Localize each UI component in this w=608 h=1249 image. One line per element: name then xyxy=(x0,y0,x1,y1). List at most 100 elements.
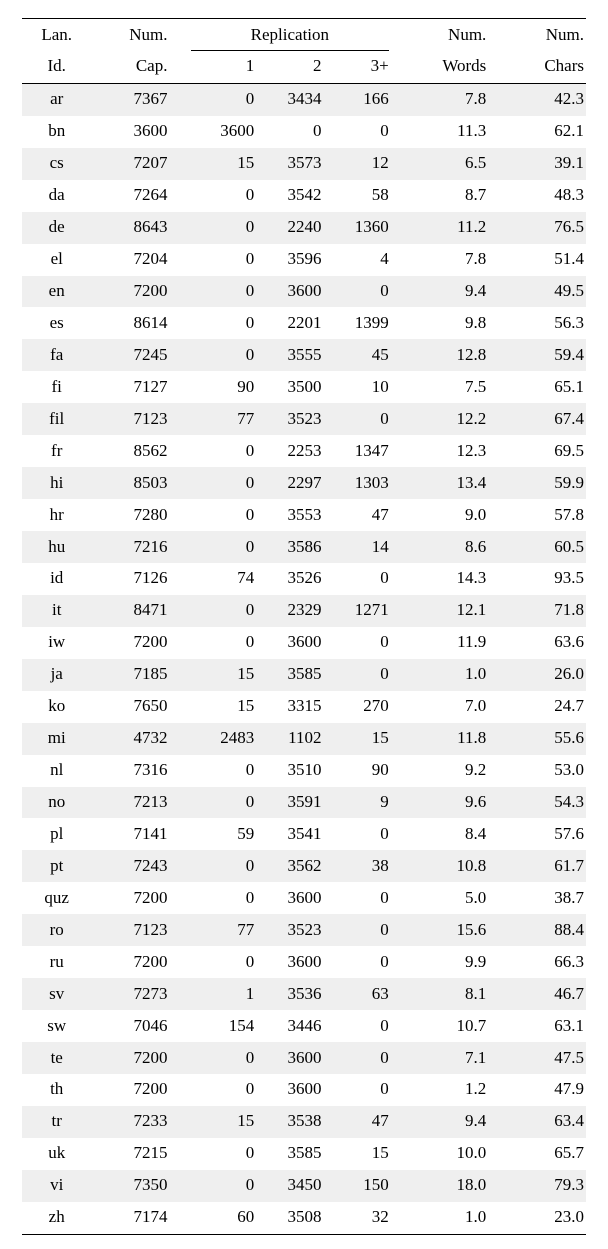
cell-words: 9.9 xyxy=(410,946,488,978)
table-row: sv727313536638.146.7 xyxy=(22,978,586,1010)
col-lan-bot: Id. xyxy=(22,51,91,83)
gap xyxy=(488,755,508,787)
cell-words: 11.8 xyxy=(410,723,488,755)
gap xyxy=(169,467,189,499)
gap xyxy=(169,595,189,627)
table-row: de864302240136011.276.5 xyxy=(22,212,586,244)
gap xyxy=(391,882,411,914)
gap xyxy=(488,914,508,946)
cell-rep3: 58 xyxy=(323,180,390,212)
cell-chars: 93.5 xyxy=(508,563,586,595)
cell-rep2: 3585 xyxy=(256,1138,323,1170)
cell-rep2: 3586 xyxy=(256,531,323,563)
table-row: hu721603586148.660.5 xyxy=(22,531,586,563)
gap xyxy=(488,19,508,51)
cell-rep1: 0 xyxy=(189,180,256,212)
gap xyxy=(169,435,189,467)
gap xyxy=(391,978,411,1010)
cell-rep2: 3538 xyxy=(256,1106,323,1138)
gap xyxy=(391,914,411,946)
cell-rep1: 0 xyxy=(189,467,256,499)
col-rep3: 3+ xyxy=(323,51,390,83)
table-row: uk7215035851510.065.7 xyxy=(22,1138,586,1170)
cell-chars: 61.7 xyxy=(508,850,586,882)
table-row: fa7245035554512.859.4 xyxy=(22,339,586,371)
gap xyxy=(391,531,411,563)
gap xyxy=(169,850,189,882)
cell-cap: 8614 xyxy=(91,307,169,339)
cell-chars: 24.7 xyxy=(508,691,586,723)
cell-rep2: 2253 xyxy=(256,435,323,467)
cell-chars: 53.0 xyxy=(508,755,586,787)
cell-rep2: 2297 xyxy=(256,467,323,499)
cell-rep2: 3600 xyxy=(256,946,323,978)
cell-rep1: 1 xyxy=(189,978,256,1010)
table-row: es86140220113999.856.3 xyxy=(22,307,586,339)
cell-words: 9.6 xyxy=(410,787,488,819)
cell-words: 8.7 xyxy=(410,180,488,212)
cell-words: 10.8 xyxy=(410,850,488,882)
table-row: el72040359647.851.4 xyxy=(22,244,586,276)
cell-rep1: 0 xyxy=(189,1074,256,1106)
gap xyxy=(391,723,411,755)
cell-words: 1.2 xyxy=(410,1074,488,1106)
gap xyxy=(488,787,508,819)
gap xyxy=(169,307,189,339)
cell-cap: 7127 xyxy=(91,371,169,403)
gap xyxy=(488,180,508,212)
cell-lan: fa xyxy=(22,339,91,371)
cell-words: 12.8 xyxy=(410,339,488,371)
cell-cap: 7185 xyxy=(91,659,169,691)
cell-words: 1.0 xyxy=(410,659,488,691)
cell-chars: 63.4 xyxy=(508,1106,586,1138)
cell-cap: 7213 xyxy=(91,787,169,819)
cell-rep3: 166 xyxy=(323,83,390,115)
cell-cap: 7200 xyxy=(91,276,169,308)
cell-cap: 7174 xyxy=(91,1202,169,1234)
cell-lan: hi xyxy=(22,467,91,499)
cell-chars: 57.6 xyxy=(508,818,586,850)
gap xyxy=(488,659,508,691)
cell-rep1: 90 xyxy=(189,371,256,403)
table-row: vi73500345015018.079.3 xyxy=(22,1170,586,1202)
cell-lan: uk xyxy=(22,1138,91,1170)
cell-rep2: 3523 xyxy=(256,403,323,435)
cell-rep3: 4 xyxy=(323,244,390,276)
cell-rep2: 3434 xyxy=(256,83,323,115)
cell-lan: cs xyxy=(22,148,91,180)
cell-rep1: 0 xyxy=(189,946,256,978)
cell-cap: 8503 xyxy=(91,467,169,499)
gap xyxy=(488,371,508,403)
stats-table: Lan. Num. Replication Num. Num. Id. Cap.… xyxy=(22,18,586,1235)
cell-lan: sw xyxy=(22,1010,91,1042)
table-container: Lan. Num. Replication Num. Num. Id. Cap.… xyxy=(0,0,608,1249)
gap xyxy=(169,212,189,244)
cell-rep3: 1399 xyxy=(323,307,390,339)
cell-rep2: 2201 xyxy=(256,307,323,339)
cell-lan: ja xyxy=(22,659,91,691)
gap xyxy=(488,1170,508,1202)
gap xyxy=(169,723,189,755)
cell-rep2: 3508 xyxy=(256,1202,323,1234)
gap xyxy=(488,1106,508,1138)
gap xyxy=(391,435,411,467)
cell-rep1: 77 xyxy=(189,403,256,435)
cell-lan: el xyxy=(22,244,91,276)
cell-rep1: 0 xyxy=(189,850,256,882)
cell-rep2: 0 xyxy=(256,116,323,148)
cell-cap: 4732 xyxy=(91,723,169,755)
cell-chars: 55.6 xyxy=(508,723,586,755)
cell-chars: 65.1 xyxy=(508,371,586,403)
cell-rep1: 0 xyxy=(189,1138,256,1170)
cell-chars: 46.7 xyxy=(508,978,586,1010)
cell-cap: 7200 xyxy=(91,1042,169,1074)
cell-chars: 39.1 xyxy=(508,148,586,180)
cell-chars: 42.3 xyxy=(508,83,586,115)
gap xyxy=(391,19,411,51)
cell-cap: 7273 xyxy=(91,978,169,1010)
gap xyxy=(169,563,189,595)
gap xyxy=(391,1042,411,1074)
cell-cap: 7141 xyxy=(91,818,169,850)
gap xyxy=(391,691,411,723)
cell-lan: pl xyxy=(22,818,91,850)
